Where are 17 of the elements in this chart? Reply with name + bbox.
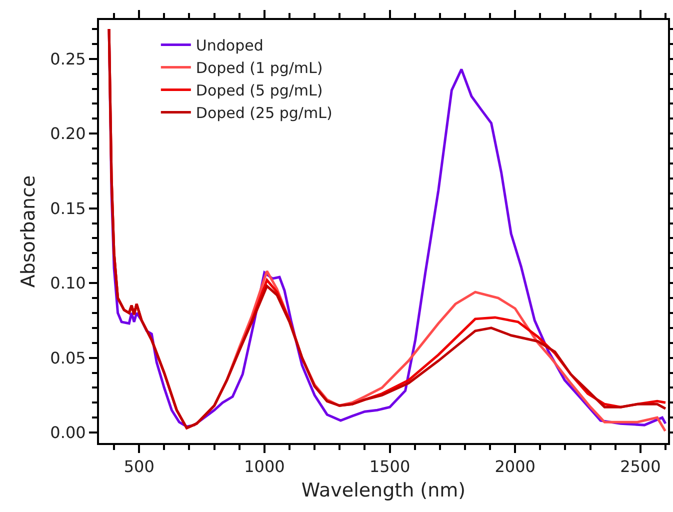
- y-tick-label: 0.20: [50, 124, 86, 144]
- x-tick-label: 500: [124, 457, 154, 476]
- legend-label: Doped (1 pg/mL): [196, 59, 323, 78]
- y-tick-label: 0.25: [50, 49, 86, 68]
- y-tick-label: 0.00: [50, 423, 86, 442]
- legend-label: Doped (5 pg/mL): [196, 82, 323, 100]
- x-axis-title: Wavelength (nm): [301, 480, 466, 502]
- y-tick-label: 0.15: [50, 198, 86, 218]
- y-axis-title: Absorbance: [18, 175, 40, 288]
- x-tick-label: 2500: [620, 457, 661, 476]
- legend-label: Doped (25 pg/mL): [196, 104, 332, 122]
- x-tick-label: 2000: [494, 457, 536, 476]
- legend-label: Undoped: [196, 36, 264, 55]
- y-tick-label: 0.10: [50, 274, 86, 293]
- x-tick-label: 1000: [244, 457, 285, 476]
- y-tick-label: 0.05: [50, 348, 86, 368]
- x-tick-label: 1500: [369, 457, 410, 476]
